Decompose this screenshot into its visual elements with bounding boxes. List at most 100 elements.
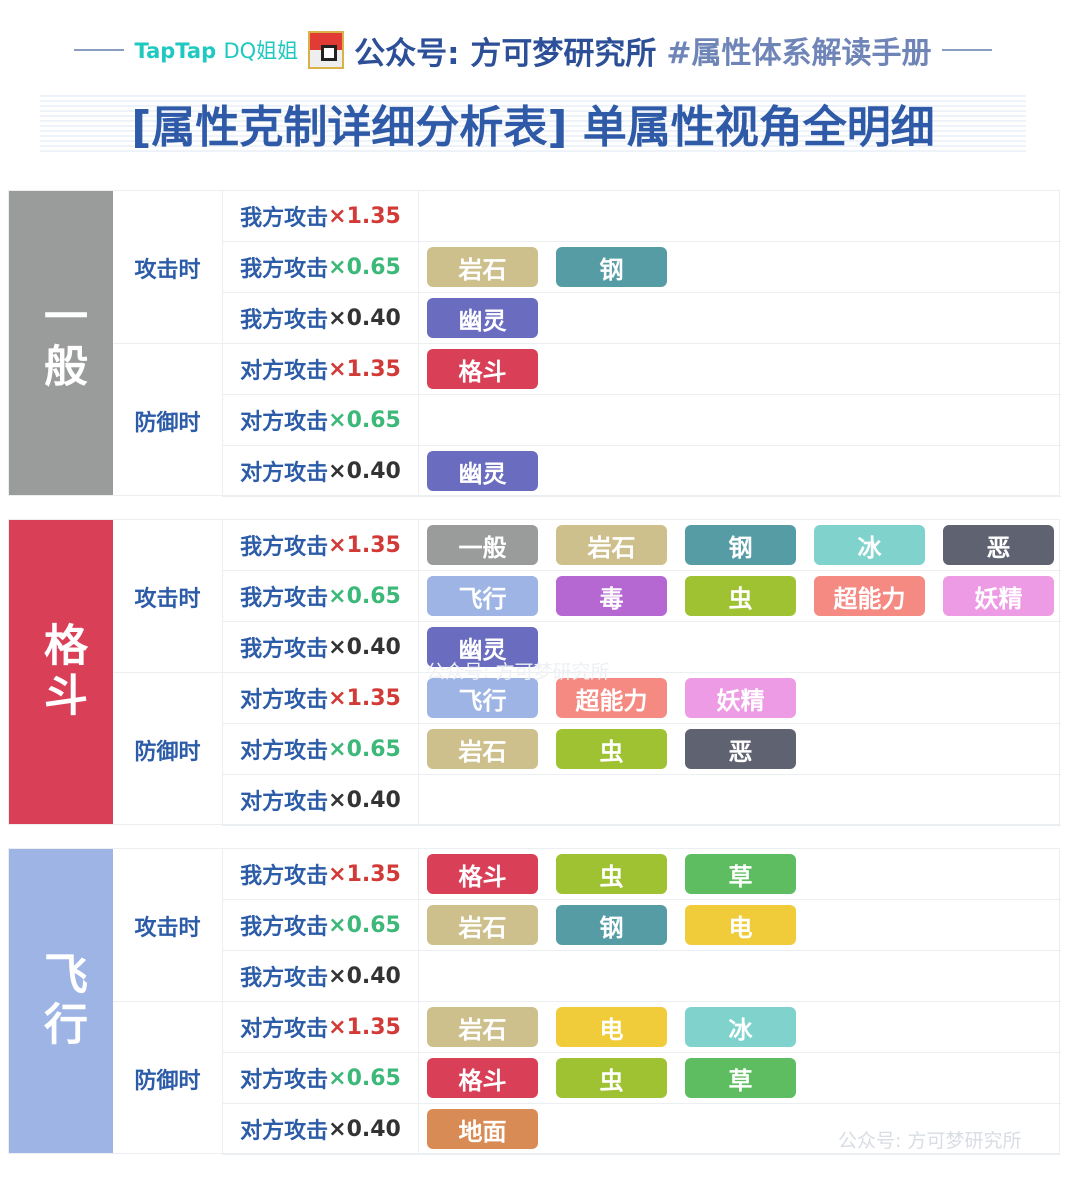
type-chips: 一般 岩石钢冰恶 — [419, 525, 1054, 565]
type-chips: 格斗虫草 — [419, 854, 796, 894]
page-title: [属性克制详细分析表] 单属性视角全明细 — [40, 92, 1026, 154]
type-chip: 幽灵 — [427, 451, 538, 491]
type-chips: 岩石虫恶 — [419, 729, 796, 769]
type-chip: 岩石 — [427, 729, 538, 769]
table-row: 对方攻击 ×0.40 地面 — [223, 1104, 1061, 1155]
multiplier-cell: 对方攻击 ×0.40 — [223, 446, 419, 496]
type-label: 一般 — [9, 191, 113, 495]
multiplier: ×0.65 — [328, 583, 401, 609]
multiplier: ×0.65 — [328, 736, 401, 762]
type-chip: 妖精 — [685, 678, 796, 718]
table-row: 对方攻击 ×1.35 飞行 超能力 妖精 — [223, 673, 1061, 724]
mode-label: 攻击时 — [113, 520, 223, 673]
multiplier: ×0.65 — [328, 407, 401, 433]
multiplier: ×0.40 — [328, 963, 401, 989]
hashtag: #属性体系解读手册 — [666, 36, 932, 71]
multiplier: ×0.65 — [328, 1065, 401, 1091]
brand-logo: TapTap DQ姐姐 — [134, 35, 298, 65]
header: TapTap DQ姐姐 公众号: 方可梦研究所 #属性体系解读手册 — [0, 28, 1066, 72]
half-block: 防御时 对方攻击 ×1.35 飞行 超能力 妖精 对方攻击 ×0.65 岩石虫恶对方攻击 ×0.4… — [113, 673, 1061, 826]
watermark: 公众号: 方可梦研究所 — [426, 661, 610, 683]
type-chip: 岩石 — [556, 525, 667, 565]
attack-side: 对方攻击 — [240, 739, 329, 764]
half-block: 防御时 对方攻击 ×1.35 格斗 对方攻击 ×0.65 对方攻击 ×0.40 幽灵 — [113, 344, 1061, 497]
type-chip: 飞行 — [427, 678, 538, 718]
mode-label: 防御时 — [113, 673, 223, 826]
multiplier: ×0.65 — [328, 254, 401, 280]
multiplier-cell: 我方攻击 ×0.65 — [223, 571, 419, 621]
type-chip: 钢 — [556, 905, 667, 945]
type-chips: 岩石钢电 — [419, 905, 796, 945]
attack-side: 我方攻击 — [240, 308, 329, 333]
multiplier-cell: 对方攻击 ×0.40 — [223, 1104, 419, 1154]
type-chips: 幽灵 — [419, 298, 538, 338]
multiplier: ×1.35 — [328, 1014, 401, 1040]
type-chip: 钢 — [556, 247, 667, 287]
attack-side: 对方攻击 — [240, 410, 329, 435]
type-chip: 冰 — [814, 525, 925, 565]
table-row: 我方攻击 ×1.35 格斗虫草 — [223, 849, 1061, 900]
type-chip: 钢 — [685, 525, 796, 565]
attack-side: 对方攻击 — [240, 1119, 329, 1144]
attack-side: 我方攻击 — [240, 257, 329, 282]
table-row: 我方攻击 ×0.65 岩石钢 — [223, 242, 1061, 293]
multiplier-cell: 对方攻击 ×1.35 — [223, 673, 419, 723]
type-chip: 格斗 — [427, 854, 538, 894]
type-chip: 电 — [556, 1007, 667, 1047]
type-chip: 虫 — [685, 576, 796, 616]
type-chips: 格斗 — [419, 349, 538, 389]
table-row: 我方攻击 ×1.35 — [223, 191, 1061, 242]
table-row: 对方攻击 ×1.35 格斗 — [223, 344, 1061, 395]
type-chips: 岩石电冰 — [419, 1007, 796, 1047]
type-chip: 飞行 — [427, 576, 538, 616]
half-block: 攻击时 我方攻击 ×1.35 一般 岩石钢冰恶我方攻击 ×0.65 飞行毒虫超能力 妖精 我方攻… — [113, 520, 1061, 673]
type-section: 格斗 攻击时 我方攻击 ×1.35 一般 岩石钢冰恶我方攻击 ×0.65 飞行毒虫超能力 妖精我… — [8, 519, 1061, 826]
table-row: 我方攻击 ×1.35 一般 岩石钢冰恶 — [223, 520, 1061, 571]
type-chip: 草 — [685, 854, 796, 894]
attack-side: 我方攻击 — [240, 586, 329, 611]
multiplier: ×1.35 — [328, 356, 401, 382]
attack-side: 我方攻击 — [240, 535, 329, 560]
type-chip: 地面 — [427, 1109, 538, 1149]
multiplier-cell: 对方攻击 ×1.35 — [223, 344, 419, 394]
type-chips: 飞行 超能力 妖精 — [419, 678, 796, 718]
table-row: 对方攻击 ×0.65 — [223, 395, 1061, 446]
half-block: 攻击时 我方攻击 ×1.35 我方攻击 ×0.65 岩石钢我方攻击 ×0.40 幽灵 — [113, 191, 1061, 344]
type-chip: 超能力 — [556, 678, 667, 718]
type-chip: 冰 — [685, 1007, 796, 1047]
multiplier: ×1.35 — [328, 861, 401, 887]
multiplier: ×0.40 — [328, 1116, 401, 1142]
multiplier-cell: 对方攻击 ×1.35 — [223, 1002, 419, 1052]
table-row: 我方攻击 ×0.40 幽灵 — [223, 622, 1061, 673]
type-chip: 幽灵 — [427, 627, 538, 667]
attack-side: 我方攻击 — [240, 206, 329, 231]
attack-side: 对方攻击 — [240, 790, 329, 815]
table-row: 我方攻击 ×0.65 岩石钢电 — [223, 900, 1061, 951]
multiplier-cell: 我方攻击 ×1.35 — [223, 849, 419, 899]
mode-label: 防御时 — [113, 1002, 223, 1155]
multiplier-cell: 对方攻击 ×0.65 — [223, 724, 419, 774]
type-label: 飞行 — [9, 849, 113, 1153]
multiplier-cell: 我方攻击 ×0.40 — [223, 622, 419, 672]
half-block: 防御时 对方攻击 ×1.35 岩石电冰对方攻击 ×0.65 格斗虫草对方攻击 ×0.40 地面 — [113, 1002, 1061, 1155]
multiplier-cell: 对方攻击 ×0.65 — [223, 395, 419, 445]
table-row: 对方攻击 ×0.40 — [223, 775, 1061, 826]
attack-side: 对方攻击 — [240, 688, 329, 713]
type-chip: 恶 — [943, 525, 1054, 565]
multiplier-cell: 我方攻击 ×0.65 — [223, 900, 419, 950]
type-chip: 一般 — [427, 525, 538, 565]
type-chip: 毒 — [556, 576, 667, 616]
type-chip: 妖精 — [943, 576, 1054, 616]
type-chips: 飞行毒虫超能力 妖精 — [419, 576, 1054, 616]
divider — [74, 49, 125, 51]
table-row: 我方攻击 ×0.40 — [223, 951, 1061, 1002]
type-label: 格斗 — [9, 520, 113, 824]
type-chip: 电 — [685, 905, 796, 945]
attack-side: 对方攻击 — [240, 461, 329, 486]
multiplier: ×0.40 — [328, 634, 401, 660]
attack-side: 对方攻击 — [240, 359, 329, 384]
multiplier: ×0.40 — [328, 305, 401, 331]
type-chip: 草 — [685, 1058, 796, 1098]
type-chip: 岩石 — [427, 1007, 538, 1047]
type-chips: 岩石钢 — [419, 247, 667, 287]
